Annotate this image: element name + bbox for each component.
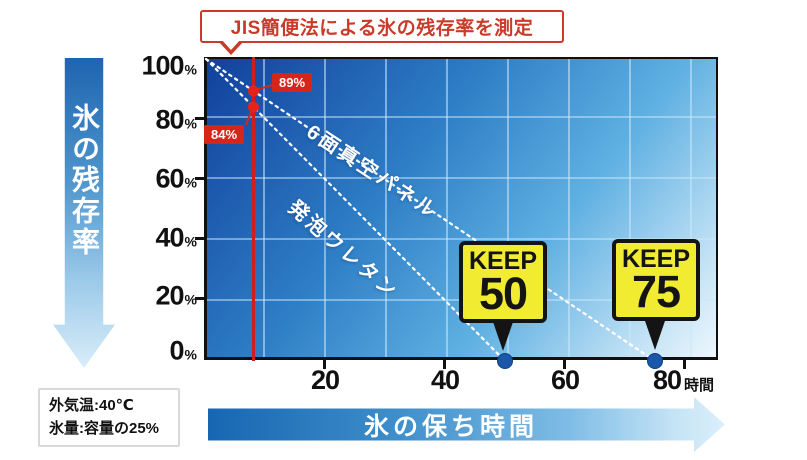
x-axis-title: 氷の保ち時間 xyxy=(363,412,538,441)
y-tick-mark-60 xyxy=(195,177,205,180)
x-tick-mark-20 xyxy=(323,360,326,369)
keep-50-axis-dot xyxy=(497,353,513,369)
callout-84-percent: 84% xyxy=(204,125,245,144)
keep-75-axis-dot xyxy=(647,353,663,369)
x-tick-label-60: 60 xyxy=(550,365,580,395)
x-tick-mark-60 xyxy=(563,360,566,369)
y-tick-mark-20 xyxy=(195,297,205,300)
x-tick-mark-80 xyxy=(683,360,686,369)
x-tick-label-40: 40 xyxy=(430,365,460,395)
x-axis-right-arrow-icon: 氷の保ち時間 xyxy=(208,397,725,452)
callout-89-percent: 89% xyxy=(272,73,313,92)
keep-50-pointer xyxy=(492,319,514,351)
y-tick-mark-40 xyxy=(195,237,205,240)
y-tick-label-40: 40% xyxy=(155,222,198,253)
x-tick-mark-40 xyxy=(443,360,446,369)
keep-75-pointer xyxy=(644,318,666,350)
y-axis-title: 氷の残存率 xyxy=(69,103,100,258)
measure-point-89-dot xyxy=(248,85,259,97)
vacuum-panel-line xyxy=(204,57,657,363)
y-tick-label-60: 60% xyxy=(155,163,198,194)
plot-lines-layer xyxy=(204,57,657,363)
y-tick-label-100: 100% xyxy=(141,50,197,81)
x-axis-unit: 時間 xyxy=(684,377,715,394)
y-tick-mark-80 xyxy=(195,117,205,120)
title-bubble-tail-fill xyxy=(221,39,241,50)
y-tick-label-0: 0% xyxy=(169,335,197,366)
conditions-box: 外気温:40℃ 氷量:容量の25% xyxy=(38,388,180,447)
chart-title: JIS簡便法による氷の残存率を測定 xyxy=(200,10,564,43)
keep-75-badge: KEEP 75 xyxy=(612,239,700,321)
x-tick-label-20: 20 xyxy=(310,365,340,395)
y-tick-label-20: 20% xyxy=(155,280,198,311)
keep-50-badge: KEEP 50 xyxy=(459,241,547,323)
condition-ambient-temp: 外気温:40℃ xyxy=(49,397,134,414)
measure-point-84-dot xyxy=(248,101,259,113)
x-tick-label-80: 80 xyxy=(652,365,682,395)
y-tick-label-80: 80% xyxy=(155,104,198,135)
condition-ice-amount: 氷量:容量の25% xyxy=(49,419,160,437)
